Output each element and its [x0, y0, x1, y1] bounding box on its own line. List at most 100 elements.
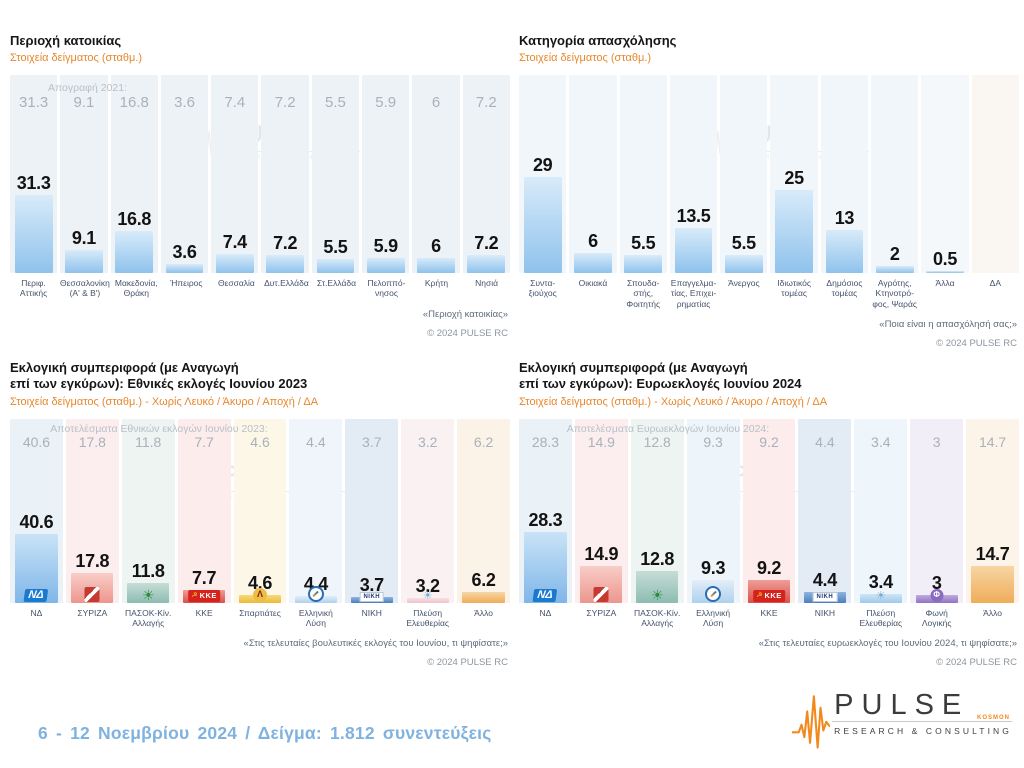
- reference-value: 3.2: [417, 433, 438, 450]
- chart-column: 0.5: [921, 75, 969, 274]
- chart-column: 14.7 14.7: [966, 418, 1020, 603]
- bar-value-label: 7.2: [273, 233, 298, 254]
- category-label: Δυτ.Ελλάδα: [264, 278, 309, 289]
- reference-label: Αποτελέσματα Ευρωεκλογών Ιουνίου 2024:: [566, 422, 770, 435]
- survey-question: «Ποια είναι η απασχόλησή σας;»: [879, 318, 1017, 330]
- bar: [574, 253, 612, 274]
- chart-column: 4.4 4.4: [289, 418, 343, 603]
- bar-value-label: 3.2: [415, 575, 440, 596]
- reference-value: 4.4: [306, 433, 326, 450]
- chart-column: 3.7 3.7 ΝΙΚΗ: [345, 418, 399, 603]
- reference-value: 16.8: [119, 94, 149, 112]
- reference-value: 9.2: [759, 433, 779, 450]
- reference-value: 9.1: [73, 94, 95, 112]
- bar-value-label: 29: [532, 155, 553, 176]
- bar-value-label: 9.2: [756, 557, 782, 578]
- category-label: Πλεύση Ελευθερίας: [406, 607, 449, 628]
- bar: [775, 190, 814, 274]
- bar-value-label: 6.2: [471, 569, 496, 590]
- survey-question: «Στις τελευταίες ευρωεκλογές του Ιουνίου…: [758, 637, 1017, 649]
- bar-value-label: 6: [588, 231, 598, 252]
- party-logo-kke: ☭ ΚΚΕ: [188, 590, 220, 602]
- plot-area: PULSE RESEARCH & CONSULTING Απογραφή 202…: [10, 75, 510, 274]
- bar: [462, 591, 505, 603]
- bar-value-label: 6: [431, 236, 441, 257]
- party-logo-syriza: [593, 586, 609, 602]
- bar-value-label: 5.5: [731, 233, 756, 254]
- category-label: ΝΙΚΗ: [814, 607, 836, 618]
- reference-value: 12.8: [643, 433, 671, 450]
- category-label: Ελληνική Λύση: [298, 607, 333, 628]
- bar-value-label: 4.4: [812, 569, 837, 590]
- bar: [215, 254, 254, 274]
- category-label: Δημόσιος τομέας: [826, 278, 863, 299]
- chart-column: 13.5: [669, 75, 718, 274]
- chart-column: [971, 75, 1019, 274]
- bar-value-label: 3.6: [172, 242, 197, 263]
- category-label: Άλλα: [935, 278, 955, 289]
- chart-column: 5.5 5.5: [311, 75, 360, 274]
- chart-column: 17.8 17.8: [65, 418, 119, 603]
- chart-subtitle: Στοιχεία δείγματος (σταθμ.) - Χωρίς Λευκ…: [519, 395, 828, 408]
- category-label: Επαγγελμα- τίας, Επιχει- ρηματίας: [670, 278, 717, 309]
- chart-column: 28.3 28.3 ΝΔ: [519, 418, 572, 603]
- category-label: ΝΔ: [30, 607, 43, 618]
- category-label: ΠΑΣΟΚ-Κίν. Αλλαγής: [125, 607, 172, 628]
- bar-value-label: 16.8: [117, 209, 152, 230]
- bar: [971, 565, 1014, 603]
- bar: [674, 228, 713, 274]
- reference-label: Απογραφή 2021:: [47, 82, 128, 95]
- party-logo-niki: ΝΙΚΗ: [812, 591, 838, 602]
- plot-area: PULSE RESEARCH & CONSULTING Αποτελέσματα…: [519, 418, 1020, 603]
- bar-value-label: 4.6: [247, 572, 273, 593]
- reference-value: 3.4: [871, 433, 891, 450]
- chart-employment-category: Κατηγορία απασχόλησης Στοιχεία δείγματος…: [519, 33, 1019, 349]
- chart-column: 5.5: [720, 75, 768, 274]
- reference-value: 7.2: [475, 94, 497, 112]
- bar-value-label: 28.3: [528, 509, 563, 530]
- reference-value: 3: [932, 433, 941, 450]
- chart-vote-european-2024: Εκλογική συμπεριφορά (με Αναγωγή επί των…: [519, 360, 1020, 668]
- chart-column: 7.4 7.4: [211, 75, 259, 274]
- columns: 31.3 31.3 9.1 9.1 16.8 16.8 3.6 3.6 7.4 7.4 7.2 7.2…: [10, 75, 510, 274]
- chart-column: 11.8 11.8 ☀: [121, 418, 175, 603]
- chart-column: 9.1 9.1: [60, 75, 108, 274]
- bar-value-label: 9.1: [71, 228, 96, 249]
- bar-value-label: 3.4: [868, 571, 893, 592]
- reference-value: 40.6: [22, 433, 51, 450]
- category-label: Ιδιωτικός τομέας: [777, 278, 811, 299]
- chart-column: 5.5: [619, 75, 667, 274]
- party-logo-syriza: [84, 586, 100, 602]
- category-label: ΚΚΕ: [760, 607, 778, 618]
- copyright: © 2024 PULSE RC: [936, 337, 1017, 349]
- category-label: ΝΔ: [539, 607, 552, 618]
- pulse-rc-logo: PULSE KOSMON RESEARCH & CONSULTING: [792, 690, 1012, 750]
- bar: [825, 230, 864, 274]
- reference-value: 5.5: [325, 94, 346, 112]
- category-label: Συντα- ξιούχος: [528, 278, 557, 299]
- bar-value-label: 7.7: [192, 567, 217, 588]
- pulse-logo-text: PULSE KOSMON RESEARCH & CONSULTING: [832, 690, 1012, 736]
- columns: 29 6 5.5 13.5 5.5 25 13 2 0.5: [519, 75, 1019, 274]
- bar: [926, 271, 964, 274]
- bar: [724, 255, 763, 274]
- party-logo-foni: Φ: [930, 588, 944, 602]
- party-logo-kke: ☭ ΚΚΕ: [753, 590, 785, 602]
- chart-column: 9.3 9.3: [686, 418, 740, 603]
- bar-value-label: 25: [784, 168, 804, 189]
- chart-column: 4.6 4.6 Λ: [233, 418, 287, 603]
- bar-value-label: 5.9: [373, 236, 398, 257]
- chart-column: 31.3 31.3: [10, 75, 58, 274]
- category-label: ΠΑΣΟΚ-Κίν. Αλλαγής: [634, 607, 681, 628]
- bar: [14, 195, 53, 274]
- reference-value: 6.2: [473, 433, 494, 450]
- reference-value: 28.3: [531, 433, 560, 450]
- survey-question: «Στις τελευταίες βουλευτικές εκλογές του…: [243, 637, 508, 649]
- plot-area: PULSE RESEARCH & CONSULTING Αποτελέσματα…: [10, 418, 511, 603]
- chart-title: Κατηγορία απασχόλησης: [519, 33, 677, 48]
- chart-column: 7.2 7.2: [462, 75, 510, 274]
- chart-column: 7.7 7.7 ☭ ΚΚΕ: [177, 418, 231, 603]
- party-logo-pasok: ☀: [650, 586, 664, 603]
